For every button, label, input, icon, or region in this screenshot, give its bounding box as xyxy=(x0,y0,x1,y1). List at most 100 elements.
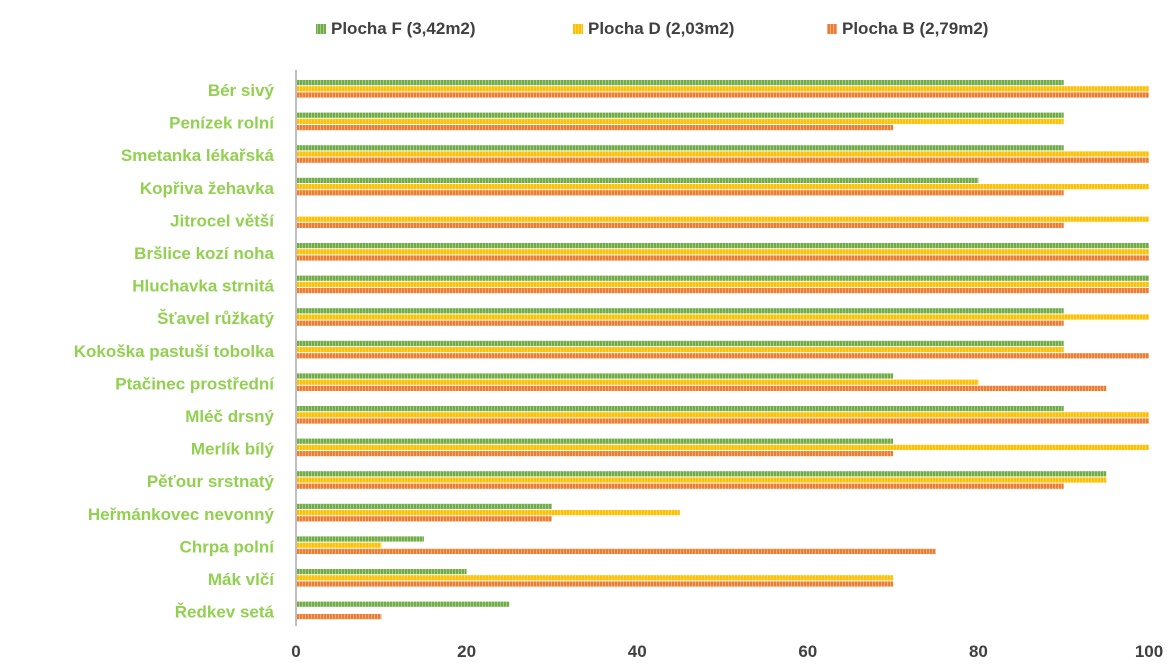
category-label: Hluchavka strnitá xyxy=(132,277,274,296)
axes: 0 20 40 60 80 100 xyxy=(291,70,1163,661)
category-label: Kopřiva žehavka xyxy=(140,179,275,198)
category-group xyxy=(297,80,1149,98)
bars xyxy=(297,80,1149,620)
bar xyxy=(297,471,1107,477)
legend-swatch xyxy=(827,24,837,34)
x-tick-label: 20 xyxy=(457,642,476,661)
bar xyxy=(297,177,979,183)
legend-item: Plocha F (3,42m2) xyxy=(316,19,476,38)
category-label: Penízek rolní xyxy=(169,114,275,133)
bar xyxy=(297,347,1064,353)
bar xyxy=(297,255,1149,261)
category-group xyxy=(297,569,894,587)
category-group xyxy=(297,536,936,554)
category-group xyxy=(297,406,1149,424)
legend-item: Plocha D (2,03m2) xyxy=(573,19,734,38)
category-group xyxy=(297,112,1064,131)
bar xyxy=(297,314,1149,320)
bar xyxy=(297,281,1149,287)
bar xyxy=(297,275,1149,281)
bar xyxy=(297,373,894,379)
category-label: Pěťour srstnatý xyxy=(147,472,275,491)
x-tick-label: 40 xyxy=(628,642,647,661)
bar xyxy=(297,614,382,620)
category-group xyxy=(297,340,1149,359)
legend: Plocha F (3,42m2) Plocha D (2,03m2) Plocha… xyxy=(316,19,988,38)
bar xyxy=(297,308,1064,314)
bar xyxy=(297,80,1064,86)
category-label: Smetanka lékařská xyxy=(121,146,275,165)
bar xyxy=(297,184,1149,190)
bar xyxy=(297,406,1064,412)
bar xyxy=(297,112,1064,118)
bar xyxy=(297,510,680,516)
bar xyxy=(297,444,1149,450)
category-label: Bršlice kozí noha xyxy=(134,244,274,263)
category-group xyxy=(297,177,1149,196)
bar xyxy=(297,542,382,548)
category-label: Ředkev setá xyxy=(175,603,275,622)
bar xyxy=(297,548,936,554)
category-group xyxy=(297,373,1107,391)
legend-label: Plocha B (2,79m2) xyxy=(842,19,988,38)
bar xyxy=(297,581,894,587)
bar xyxy=(297,477,1107,483)
bar xyxy=(297,385,1107,391)
bar xyxy=(297,340,1064,346)
bar xyxy=(297,145,1064,151)
bar xyxy=(297,379,979,385)
category-group xyxy=(297,243,1149,261)
category-label: Merlík bílý xyxy=(191,440,275,459)
bar xyxy=(297,222,1064,228)
bar xyxy=(297,418,1149,424)
bar xyxy=(297,125,894,131)
x-tick-label: 0 xyxy=(291,642,300,661)
bar xyxy=(297,92,1149,98)
bar xyxy=(297,438,894,444)
category-group xyxy=(297,601,510,620)
category-label: Ptačinec prostřední xyxy=(115,374,275,393)
category-label: Mák vlčí xyxy=(208,570,275,589)
bar xyxy=(297,353,1149,359)
bar xyxy=(297,190,1064,196)
bar xyxy=(297,575,894,581)
category-label: Kokoška pastuší tobolka xyxy=(74,342,275,361)
legend-swatch xyxy=(573,24,583,34)
bar xyxy=(297,569,467,575)
bar xyxy=(297,288,1149,294)
bar xyxy=(297,320,1064,326)
bar xyxy=(297,157,1149,163)
bar xyxy=(297,249,1149,255)
category-group xyxy=(297,275,1149,294)
category-group xyxy=(297,216,1149,228)
bar xyxy=(297,601,510,607)
category-label: Jitrocel větší xyxy=(170,211,275,230)
category-group xyxy=(297,145,1149,163)
legend-swatch xyxy=(316,24,326,34)
x-tick-label: 100 xyxy=(1135,642,1163,661)
bar xyxy=(297,151,1149,157)
bar xyxy=(297,451,894,457)
category-label: Šťavel růžkatý xyxy=(157,309,274,328)
bar xyxy=(297,412,1149,418)
category-labels: Bér sivý Penízek rolní Smetanka lékařská Ko… xyxy=(74,81,276,622)
bar xyxy=(297,516,552,522)
bar xyxy=(297,503,552,509)
category-label: Mléč drsný xyxy=(185,407,274,426)
category-group xyxy=(297,438,1149,457)
x-tick-label: 60 xyxy=(798,642,817,661)
category-group xyxy=(297,471,1107,489)
category-group xyxy=(297,503,680,522)
bar xyxy=(297,483,1064,489)
legend-label: Plocha D (2,03m2) xyxy=(588,19,734,38)
category-label: Bér sivý xyxy=(208,81,275,100)
bar xyxy=(297,243,1149,249)
bar xyxy=(297,536,424,542)
bar xyxy=(297,118,1064,124)
legend-label: Plocha F (3,42m2) xyxy=(331,19,476,38)
category-label: Heřmánkovec nevonný xyxy=(88,505,275,524)
x-tick-label: 80 xyxy=(969,642,988,661)
category-group xyxy=(297,308,1149,326)
